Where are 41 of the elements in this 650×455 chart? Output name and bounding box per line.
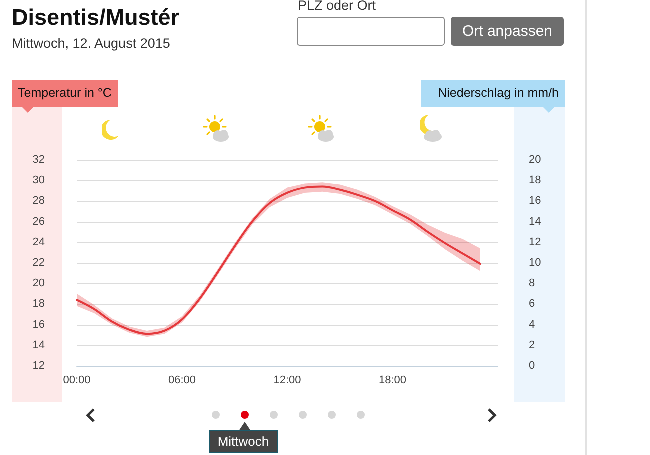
y2-tick-label: 6 [529, 298, 536, 310]
y-tick-label: 16 [32, 318, 45, 331]
page-dot[interactable] [270, 411, 278, 419]
y-tick-label: 30 [32, 174, 45, 187]
text: PLZ oder Ort [298, 0, 376, 13]
chart-title: Disentis/Mustér [12, 5, 180, 31]
x-tick-label: 06:00 [168, 374, 196, 386]
page-dot[interactable] [241, 411, 249, 419]
x-tick-label: 00:00 [63, 374, 91, 386]
y2-tick-label: 12 [529, 236, 542, 248]
page-dot[interactable] [299, 411, 307, 419]
y-axis-title: Temperatur in °C [12, 80, 118, 107]
page-dot[interactable] [357, 411, 365, 419]
y2-axis-title: Niederschlag in mm/h [421, 80, 565, 107]
y2-tick-label: 18 [529, 174, 542, 187]
chart-subtitle: Mittwoch, 12. August 2015 [12, 36, 170, 51]
y2-tick-label: 2 [529, 339, 536, 352]
y-tick-label: 18 [32, 298, 45, 310]
y-tick-label: 12 [32, 360, 45, 372]
y-tick-label: 26 [32, 216, 45, 228]
y-tick-label: 14 [32, 339, 45, 352]
text-field[interactable] [297, 17, 445, 46]
y2-tick-label: 10 [529, 257, 542, 269]
page-dot[interactable] [212, 411, 220, 419]
chevron-right-icon[interactable] [487, 408, 498, 423]
y2-tick-label: 8 [529, 278, 536, 290]
y-tick-label: 28 [32, 195, 45, 208]
y2-tick-label: 14 [529, 216, 542, 228]
button[interactable]: Ort anpassen [451, 17, 564, 46]
y-tick-label: 22 [32, 257, 45, 269]
y2-tick-label: 20 [529, 154, 542, 166]
y2-tick-label: 4 [529, 318, 536, 331]
y2-tick-label: 16 [529, 195, 542, 208]
x-tick-label: 18:00 [378, 374, 407, 386]
y-tick-label: 24 [32, 236, 45, 248]
x-tick-label: 12:00 [274, 374, 302, 386]
y-tick-label: 32 [32, 154, 45, 166]
chevron-left-icon[interactable] [85, 408, 96, 423]
page-dot[interactable] [328, 411, 336, 419]
y2-tick-label: 0 [529, 360, 536, 372]
y-tick-label: 20 [32, 278, 45, 290]
